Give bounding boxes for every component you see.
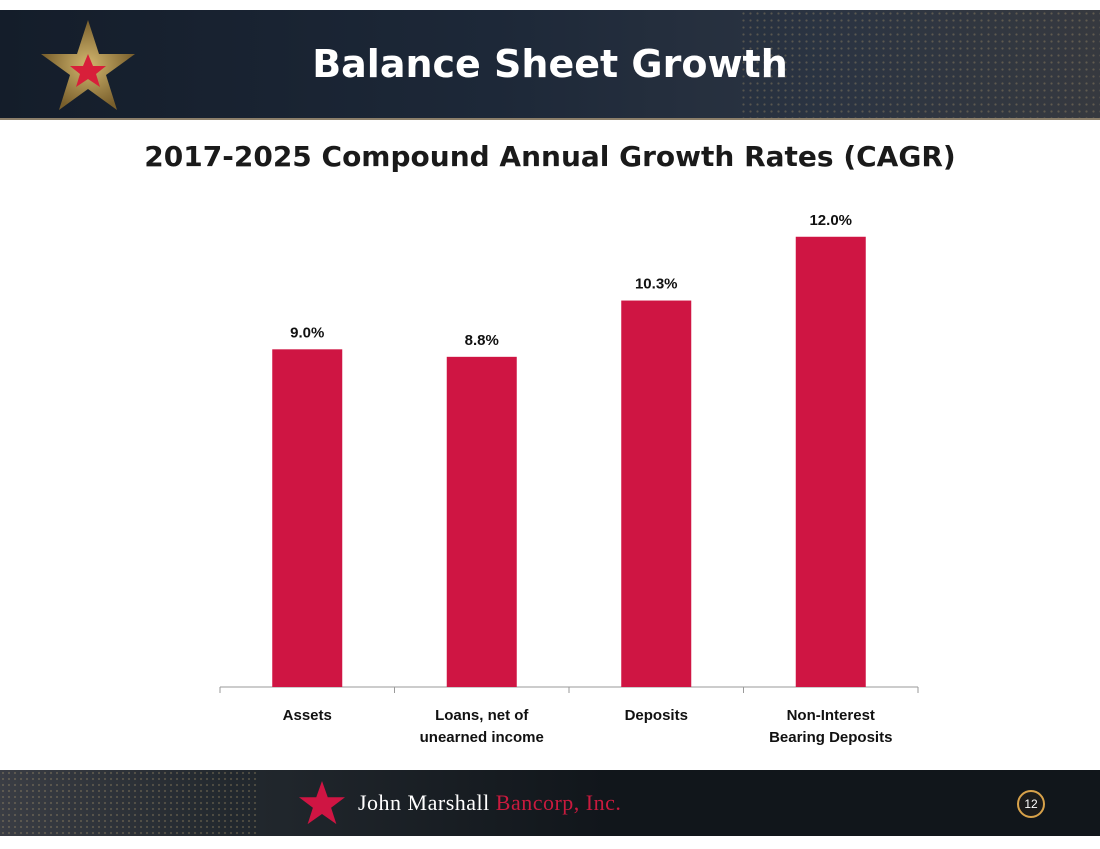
data-label-2: 10.3% [635, 276, 678, 293]
category-label-line: Assets [283, 707, 332, 724]
company-name-suffix: Bancorp, Inc. [495, 790, 622, 815]
category-label-2: Deposits [625, 707, 688, 724]
category-label-line: Non-Interest [787, 707, 875, 724]
company-name: John Marshall Bancorp, Inc. [358, 790, 621, 816]
page-title: Balance Sheet Growth [312, 42, 788, 86]
bar-3 [795, 236, 866, 687]
data-label-3: 12.0% [809, 212, 852, 229]
data-label-1: 8.8% [465, 332, 499, 349]
slide-header: Balance Sheet Growth [0, 10, 1100, 118]
red-star-icon [299, 780, 345, 825]
slide-footer: John Marshall Bancorp, Inc. 12 [0, 770, 1100, 836]
company-logo: John Marshall Bancorp, Inc. [298, 770, 621, 836]
category-label-line: Deposits [625, 707, 688, 724]
category-label-1: Loans, net of unearned income [420, 707, 544, 746]
category-label-0: Assets [283, 707, 332, 724]
chart-title: 2017-2025 Compound Annual Growth Rates (… [144, 140, 956, 173]
category-label-line: Bearing Deposits [769, 729, 892, 746]
bar-1 [446, 356, 517, 687]
company-name-primary: John Marshall [358, 790, 490, 815]
category-label-3: Non-Interest Bearing Deposits [769, 707, 892, 746]
page-number-badge: 12 [1017, 790, 1045, 818]
gold-star-logo-icon [41, 20, 135, 110]
bar-0 [272, 349, 343, 687]
category-label-line: unearned income [420, 729, 544, 746]
category-label-line: Loans, net of [435, 707, 529, 724]
data-label-0: 9.0% [290, 324, 324, 341]
bar-2 [621, 300, 692, 687]
header-divider [0, 118, 1100, 120]
